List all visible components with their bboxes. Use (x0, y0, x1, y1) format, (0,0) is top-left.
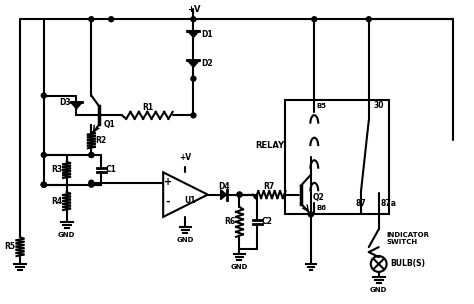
Circle shape (237, 192, 242, 197)
Text: R6: R6 (224, 217, 235, 226)
Text: R2: R2 (96, 136, 107, 145)
Text: R5: R5 (5, 242, 16, 251)
Text: BULB(S): BULB(S) (391, 260, 426, 268)
Circle shape (89, 180, 94, 185)
Text: R1: R1 (142, 103, 153, 112)
Text: 30: 30 (374, 102, 384, 110)
Circle shape (191, 76, 196, 81)
Text: R3: R3 (51, 165, 62, 174)
Text: R7: R7 (264, 182, 275, 191)
Text: D4: D4 (218, 182, 229, 191)
Polygon shape (187, 31, 200, 38)
Text: RELAY: RELAY (255, 140, 284, 150)
Text: INDICATOR
SWITCH: INDICATOR SWITCH (387, 232, 429, 245)
Circle shape (89, 153, 94, 157)
Text: 87: 87 (356, 199, 366, 209)
Circle shape (109, 17, 114, 22)
Text: GND: GND (177, 237, 194, 243)
Text: GND: GND (231, 264, 248, 270)
Text: B5: B5 (316, 103, 326, 109)
Text: +V: +V (187, 5, 200, 14)
Circle shape (41, 182, 46, 187)
Text: Q2: Q2 (313, 192, 325, 202)
Text: Q1: Q1 (103, 120, 115, 129)
Text: 87a: 87a (381, 199, 397, 209)
Polygon shape (71, 102, 82, 109)
Text: GND: GND (58, 232, 75, 238)
Text: U1: U1 (185, 195, 196, 205)
Circle shape (366, 17, 371, 22)
Circle shape (191, 17, 196, 22)
Text: C1: C1 (106, 165, 117, 174)
Circle shape (89, 153, 94, 157)
Circle shape (309, 212, 313, 217)
Circle shape (89, 182, 94, 187)
Circle shape (41, 153, 46, 157)
Text: B6: B6 (316, 206, 326, 212)
Text: -: - (166, 196, 171, 206)
Text: D1: D1 (201, 29, 213, 39)
Circle shape (41, 93, 46, 98)
Circle shape (89, 17, 94, 22)
Circle shape (41, 182, 46, 187)
Circle shape (41, 182, 46, 187)
Circle shape (312, 17, 317, 22)
Circle shape (191, 113, 196, 118)
Text: C2: C2 (262, 217, 273, 226)
Text: +: + (164, 177, 172, 187)
Text: +V: +V (180, 154, 191, 162)
Text: D3: D3 (59, 98, 71, 107)
Text: R4: R4 (51, 197, 62, 206)
Text: GND: GND (370, 287, 387, 293)
Polygon shape (221, 190, 227, 199)
Circle shape (237, 192, 242, 197)
Polygon shape (187, 60, 200, 67)
Bar (284, 101, 389, 214)
Text: D2: D2 (201, 59, 213, 68)
